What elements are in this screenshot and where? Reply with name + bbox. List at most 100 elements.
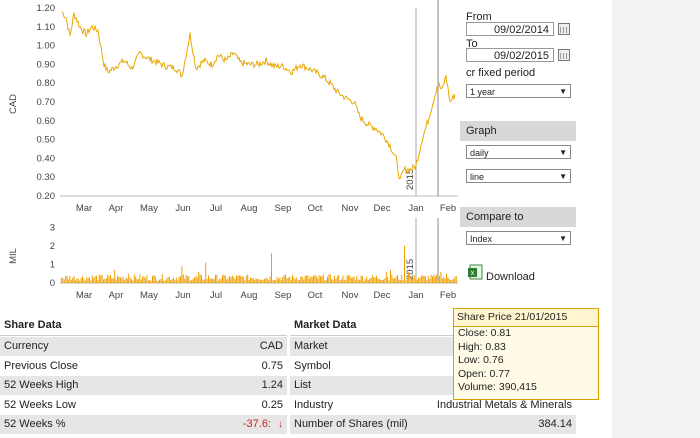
month-tick-label: Oct	[308, 203, 323, 214]
price-axis-ticks: 1.20 1.10 1.00 0.90 0.80 0.70 0.60 0.50 0.40 0.30…	[37, 3, 56, 202]
table-row: Currency CAD	[0, 337, 287, 356]
to-date-input[interactable]: 09/02/2015	[466, 48, 554, 62]
volume-bar	[420, 275, 422, 283]
volume-bar	[304, 275, 306, 283]
volume-bar	[111, 278, 113, 283]
volume-bar	[289, 276, 291, 283]
price-axis-title: CAD	[8, 94, 19, 114]
volume-axis-title: MIL	[8, 248, 19, 264]
price-tick-label: 0.30	[37, 172, 56, 183]
volume-bar	[355, 280, 356, 283]
volume-bar	[259, 279, 261, 283]
period-select[interactable]: 1 year ▼	[466, 84, 571, 98]
volume-bar	[222, 275, 223, 283]
volume-bar	[360, 275, 362, 283]
from-date-input[interactable]: 09/02/2014	[466, 22, 554, 36]
volume-bar	[362, 276, 363, 283]
volume-bar	[93, 278, 95, 283]
interval-select-value: daily	[470, 148, 489, 158]
volume-bar	[415, 279, 417, 283]
row-value: 384.14	[538, 418, 572, 430]
volume-bar	[192, 278, 194, 283]
tooltip-title: Share Price 21/01/2015	[454, 309, 598, 327]
volume-bar	[398, 279, 400, 283]
volume-bar	[311, 277, 313, 283]
volume-bar	[135, 276, 137, 283]
volume-bar	[149, 279, 151, 283]
volume-bar	[230, 277, 232, 283]
volume-bar	[363, 280, 365, 283]
volume-bar	[145, 278, 146, 283]
calendar-icon[interactable]	[558, 49, 570, 61]
tooltip-line: Close: 0.81	[458, 327, 512, 339]
volume-bar	[115, 279, 117, 283]
volume-month-labels: Mar Apr May Jun Jul Aug Sep Oct Nov Dec Jan Feb	[76, 290, 456, 300]
volume-bar	[196, 277, 198, 283]
volume-bar	[439, 275, 440, 283]
row-value: CAD	[259, 340, 283, 352]
volume-bar	[128, 273, 130, 283]
volume-bar	[370, 278, 372, 283]
period-select-value: 1 year	[470, 87, 496, 97]
volume-bar	[100, 275, 102, 283]
volume-bar	[255, 278, 257, 283]
download-link[interactable]: x Download	[468, 264, 568, 286]
volume-bar	[339, 280, 341, 283]
volume-bar	[271, 253, 272, 283]
month-tick-label: Oct	[308, 290, 323, 300]
volume-bar	[248, 280, 250, 283]
month-tick-label: Feb	[440, 290, 456, 300]
row-value: -37.6:	[242, 418, 271, 430]
volume-bar	[68, 279, 69, 283]
chevron-down-icon: ▼	[559, 234, 567, 243]
volume-bar	[401, 274, 403, 283]
volume-bar	[203, 279, 205, 283]
excel-icon: x	[468, 264, 483, 280]
volume-bar	[409, 277, 411, 283]
volume-bar	[94, 276, 96, 283]
volume-bar	[394, 278, 396, 283]
share-price-chart[interactable]: CAD 1.20 1.10 1.00 0.90 0.80 0.70 0.60 0.50 0.40…	[0, 0, 460, 300]
compare-select[interactable]: Index ▼	[466, 231, 571, 245]
volume-bar	[404, 245, 405, 283]
volume-bar	[392, 278, 394, 283]
volume-bar	[241, 276, 243, 283]
table-row: 52 Weeks % -37.6: ↓	[0, 415, 287, 434]
volume-bar	[164, 280, 166, 283]
download-label: Download	[486, 271, 535, 283]
volume-bar	[441, 278, 443, 283]
volume-bar	[143, 276, 145, 283]
volume-bar	[209, 278, 211, 283]
month-tick-label: Jun	[175, 290, 190, 300]
volume-bar	[272, 280, 274, 283]
volume-bar	[391, 274, 393, 283]
chart-style-select[interactable]: line ▼	[466, 169, 571, 183]
volume-bar	[75, 280, 76, 283]
volume-bar	[268, 280, 270, 283]
volume-bar	[322, 274, 324, 283]
volume-bar	[69, 276, 71, 283]
price-line	[61, 11, 456, 180]
volume-bar	[62, 278, 64, 283]
volume-bar	[280, 280, 282, 283]
volume-bar	[114, 270, 116, 283]
volume-bar	[198, 271, 200, 283]
interval-select[interactable]: daily ▼	[466, 145, 571, 159]
row-key: Currency	[4, 340, 49, 352]
volume-bar	[373, 277, 375, 283]
volume-bar	[98, 274, 100, 283]
volume-bar	[416, 279, 418, 283]
compare-select-value: Index	[470, 234, 493, 244]
volume-bar	[201, 275, 202, 283]
price-tick-label: 1.10	[37, 22, 56, 33]
row-key: List	[294, 379, 312, 391]
volume-bar	[223, 274, 225, 283]
calendar-icon[interactable]	[558, 23, 570, 35]
volume-bar	[261, 279, 263, 283]
volume-bar	[276, 276, 278, 283]
chevron-down-icon: ▼	[559, 87, 567, 96]
volume-bar	[77, 278, 79, 283]
volume-bar	[297, 280, 299, 283]
share-price-tooltip: Share Price 21/01/2015 Close: 0.81 High: …	[453, 308, 599, 400]
volume-bar	[122, 276, 124, 283]
